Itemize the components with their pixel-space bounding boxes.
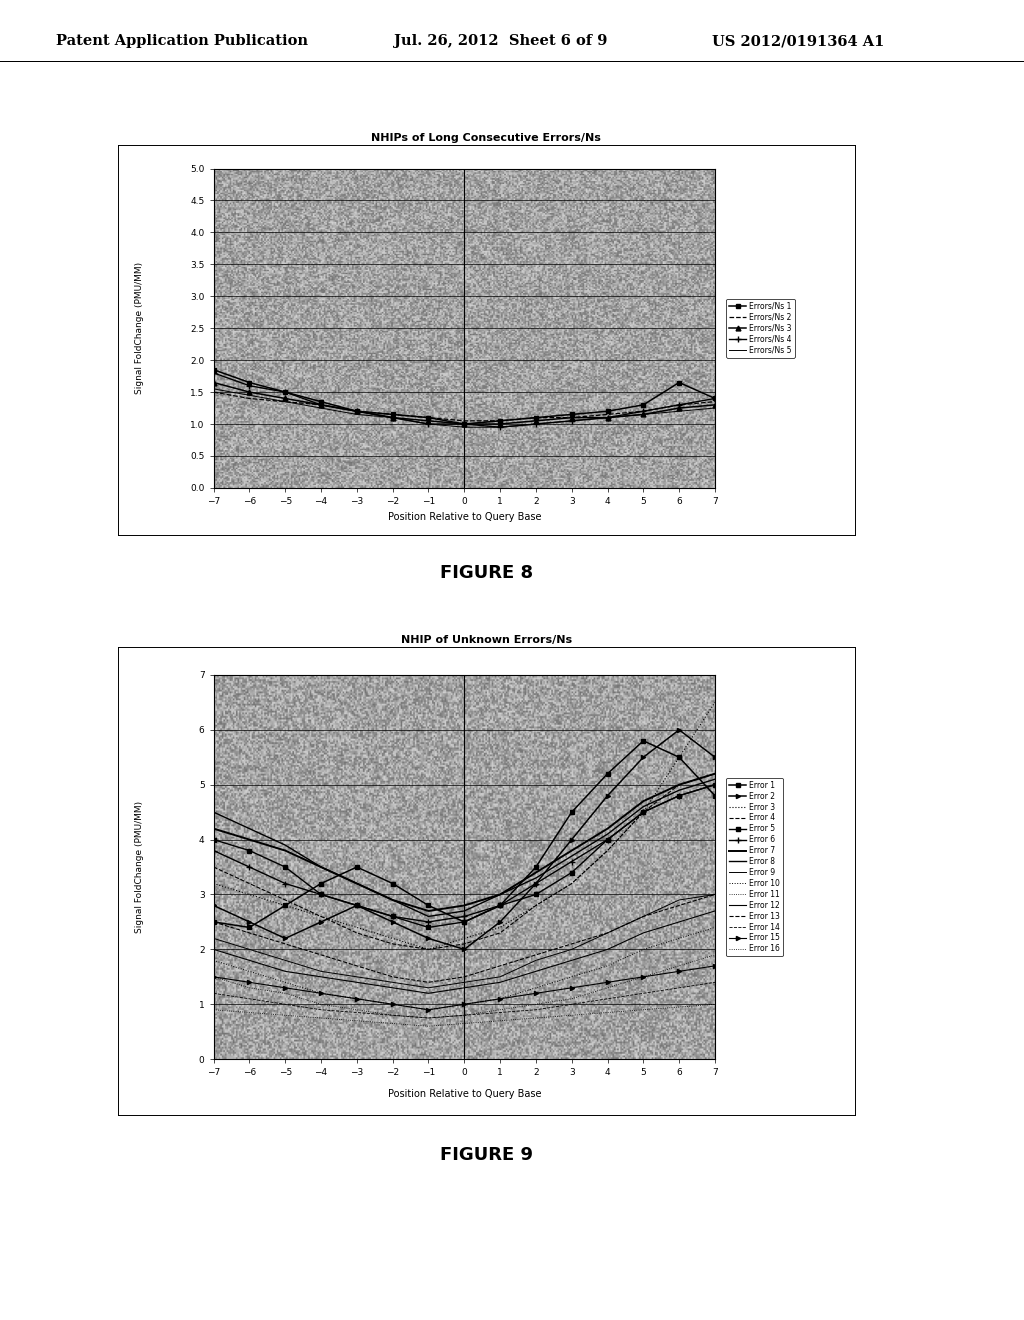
Text: FIGURE 8: FIGURE 8 [440,564,532,582]
Text: US 2012/0191364 A1: US 2012/0191364 A1 [712,34,884,49]
Text: Patent Application Publication: Patent Application Publication [56,34,308,49]
Title: NHIPs of Long Consecutive Errors/Ns: NHIPs of Long Consecutive Errors/Ns [372,133,601,143]
Text: Signal FoldChange (PMU/MM): Signal FoldChange (PMU/MM) [135,801,144,933]
Text: Jul. 26, 2012  Sheet 6 of 9: Jul. 26, 2012 Sheet 6 of 9 [394,34,607,49]
Legend: Errors/Ns 1, Errors/Ns 2, Errors/Ns 3, Errors/Ns 4, Errors/Ns 5: Errors/Ns 1, Errors/Ns 2, Errors/Ns 3, E… [726,298,795,358]
Text: Position Relative to Query Base: Position Relative to Query Base [387,512,541,523]
Text: FIGURE 9: FIGURE 9 [440,1146,532,1164]
Text: Signal FoldChange (PMU/MM): Signal FoldChange (PMU/MM) [135,263,144,395]
Text: Position Relative to Query Base: Position Relative to Query Base [387,1089,541,1100]
Title: NHIP of Unknown Errors/Ns: NHIP of Unknown Errors/Ns [400,635,572,644]
Legend: Error 1, Error 2, Error 3, Error 4, Error 5, Error 6, Error 7, Error 8, Error 9,: Error 1, Error 2, Error 3, Error 4, Erro… [726,777,783,957]
